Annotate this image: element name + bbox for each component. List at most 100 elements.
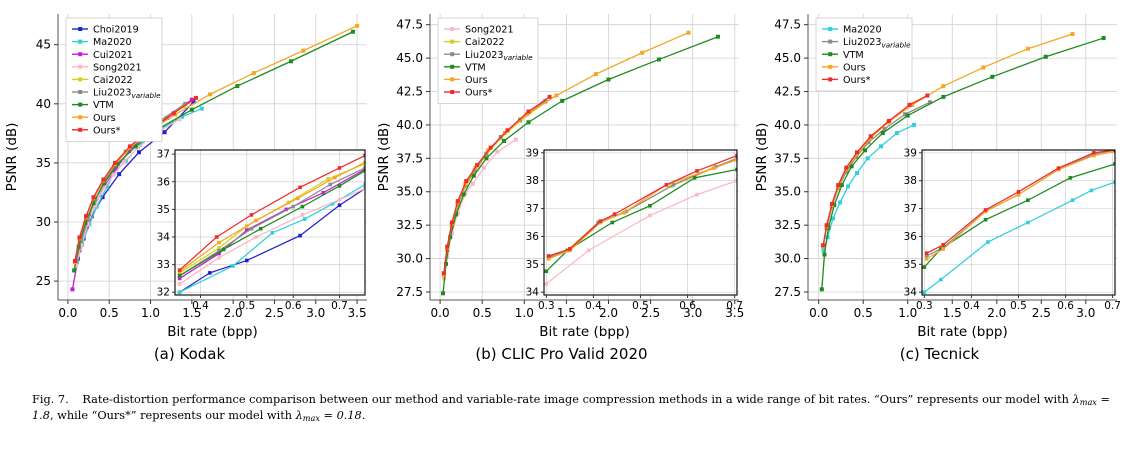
series-marker-Ours: [208, 92, 213, 97]
series-marker-Ours*: [441, 271, 446, 276]
y-tick-label: 40.0: [774, 118, 801, 132]
x-tick-label: 1.0: [141, 306, 160, 320]
inset-series-marker-Ours: [546, 256, 551, 261]
inset-series-marker-Ma2020: [270, 231, 275, 235]
inset-series-marker-Liu2023_variable: [363, 166, 365, 170]
inset-series-marker-Ours*: [1113, 150, 1115, 152]
x-axis-label: Bit rate (bpp): [539, 324, 630, 340]
inset-series-marker-Ma2020: [1089, 188, 1094, 193]
inset-series-marker-Song2021: [254, 235, 258, 239]
y-tick-label: 42.5: [774, 85, 801, 99]
inset-background: [175, 150, 365, 295]
legend-marker-Liu2023_variable: [450, 52, 455, 57]
series-marker-Ma2020: [879, 144, 884, 149]
caption-text-1: Rate-distortion performance comparison b…: [82, 393, 1073, 406]
plot-panel-kodak: 0.0 0.5 1.0 1.5 2.0 2.5 3.0 3.5 25 30 35 40 45 Bit ra…: [0, 0, 379, 385]
series-marker-Ours*: [449, 220, 454, 225]
x-tick-label: 2.5: [641, 306, 660, 320]
inset-y-tick-label: 38: [904, 175, 917, 187]
inset-series-marker-VTM: [610, 220, 615, 225]
lambda-symbol-1: λ: [1072, 393, 1080, 406]
inset-x-tick-label: 0.3: [538, 300, 555, 312]
series-marker-Choi2019: [191, 100, 196, 105]
series-marker-Liu2023_variable: [844, 169, 849, 174]
legend-marker-Cai2022: [450, 39, 455, 44]
legend-marker-Cui2021: [78, 52, 83, 57]
series-marker-Ma2020: [830, 216, 835, 221]
y-tick-label: 45.0: [396, 51, 423, 65]
series-marker-VTM: [822, 252, 827, 257]
series-marker-Ma2020: [865, 156, 870, 161]
inset-series-marker-Ma2020: [363, 182, 365, 187]
legend-label-Ours*: Ours*: [465, 88, 493, 99]
legend-marker-Cai2022: [78, 77, 83, 82]
inset-series-marker-VTM: [337, 184, 342, 188]
series-marker-Ours*: [464, 179, 469, 184]
inset-series-marker-Ours: [1016, 192, 1021, 197]
inset-series-marker-Cai2022: [326, 177, 330, 181]
series-line-Liu2023_variable: [443, 100, 546, 275]
inset-series-marker-Ours*: [214, 235, 219, 239]
series-marker-Ours*: [455, 199, 460, 204]
inset-x-tick-label: 0.4: [192, 300, 209, 312]
x-tick-label: 3.5: [725, 306, 744, 320]
inset-series-marker-Ours*: [612, 212, 617, 216]
x-tick-label: 1.0: [898, 306, 917, 320]
series-marker-Ma2020: [895, 130, 900, 135]
legend-label-Ours: Ours: [843, 62, 866, 73]
series-marker-Ours: [640, 50, 645, 55]
legend-label-Ours: Ours: [465, 75, 488, 86]
series-marker-Ours: [686, 30, 691, 35]
inset-x-tick-label: 0.6: [285, 300, 302, 312]
legend-marker-Ours*: [450, 90, 455, 94]
inset-series-marker-Ours*: [249, 213, 254, 217]
inset-series-marker-Ma2020: [1070, 198, 1075, 202]
series-marker-Song2021: [470, 181, 475, 186]
inset-series-marker-Song2021: [735, 178, 737, 183]
series-marker-Cui2021: [113, 166, 118, 171]
lambda-sub-2: max: [302, 413, 320, 424]
series-marker-Liu2023_variable: [543, 98, 548, 103]
inset-y-tick-label: 37: [526, 203, 539, 215]
x-tick-label: 3.5: [348, 306, 367, 320]
inset-series-marker-VTM: [692, 176, 697, 180]
legend-label-Cui2021: Cui2021: [93, 50, 133, 61]
legend-label-Cai2022: Cai2022: [93, 75, 133, 86]
series-marker-Song2021: [122, 159, 127, 164]
series-marker-Song2021: [136, 145, 141, 150]
series-marker-Song2021: [111, 172, 116, 177]
series-marker-Ma2020: [854, 171, 859, 176]
inset-y-tick-label: 37: [157, 149, 170, 161]
series-marker-Ours*: [475, 163, 480, 168]
y-tick-label: 27.5: [396, 285, 423, 299]
inset-series-marker-Cui2021: [284, 207, 289, 212]
series-marker-Ours*: [824, 223, 829, 228]
inset-series-marker-Ours*: [298, 185, 302, 190]
series-marker-VTM: [448, 235, 453, 240]
inset-series-marker-Song2021: [337, 197, 342, 202]
inset-series-marker-Ma2020: [302, 217, 307, 221]
inset-series-group: [177, 153, 365, 295]
inset-x-tick-label: 0.4: [963, 300, 980, 312]
series-marker-Song2021: [93, 203, 98, 208]
inset-series-marker-Ours: [217, 240, 221, 245]
inset-x-tick-label: 0.6: [679, 300, 696, 312]
series-marker-VTM: [526, 120, 531, 125]
series-marker-Ours*: [113, 160, 118, 165]
lambda-value-2: = 0.18: [319, 409, 362, 423]
inset-series-marker-Ours: [254, 218, 258, 223]
legend-label-Liu2023_variable: Liu2023variable: [465, 50, 533, 62]
series-marker-VTM: [839, 183, 844, 188]
figure-number: Fig. 7.: [32, 393, 69, 406]
inset-x-tick-label: 0.4: [585, 300, 602, 312]
series-marker-VTM: [76, 244, 81, 249]
legend-marker-VTM: [78, 102, 83, 107]
inset-series-marker-Ours*: [983, 208, 988, 212]
series-marker-VTM: [443, 261, 448, 266]
inset-x-tick-label: 0.5: [632, 300, 649, 312]
series-marker-Choi2019: [100, 195, 105, 200]
inset-tecnick: 0.3 0.4 0.5 0.6 0.7 34 35 36 37 38 39: [904, 147, 1121, 312]
legend-label-VTM: VTM: [93, 100, 114, 111]
